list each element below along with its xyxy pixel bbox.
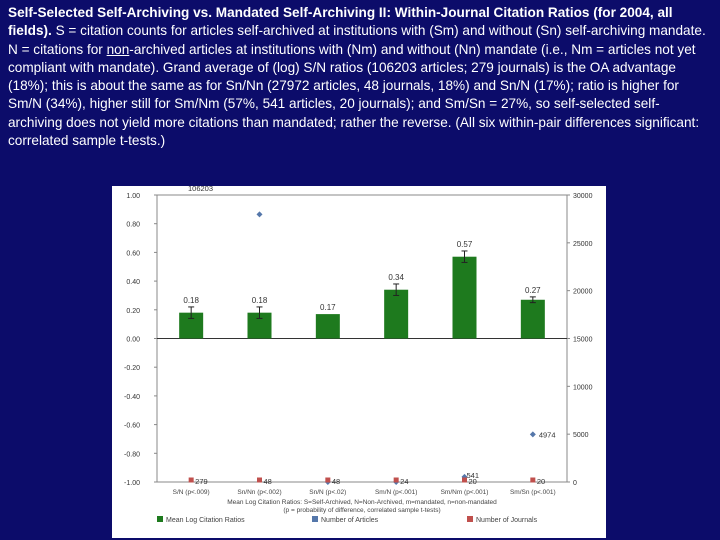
caption-text-part2: -archived articles at institutions with … <box>8 41 700 149</box>
journal-count-marker <box>462 477 467 483</box>
category-label: Sm/N (p<.001) <box>375 489 417 496</box>
ratio-data-label: 0.17 <box>320 303 336 312</box>
left-tick-label: -1.00 <box>124 480 140 487</box>
ratio-data-label: 0.18 <box>252 296 268 305</box>
right-tick-label: 25000 <box>573 241 593 248</box>
legend-swatch <box>467 516 473 522</box>
legend-label: Number of Articles <box>321 517 379 524</box>
right-tick-label: 20000 <box>573 289 593 296</box>
ratio-data-label: 0.34 <box>388 273 404 282</box>
article-count-label: 106203 <box>188 186 213 193</box>
right-tick-label: 0 <box>573 480 577 487</box>
caption-text-part1: S = citation counts for articles self-ar… <box>8 23 706 57</box>
journal-count-label: 24 <box>400 477 408 486</box>
journal-count-marker <box>393 477 399 483</box>
right-tick-label: 10000 <box>573 384 593 391</box>
ratio-bar <box>452 256 477 339</box>
journal-count-marker <box>325 477 331 483</box>
category-label: Sn/N (p<.02) <box>309 489 346 496</box>
journal-count-label: 279 <box>195 477 208 486</box>
ratio-data-label: 0.57 <box>457 240 473 249</box>
ratio-data-label: 0.27 <box>525 286 541 295</box>
journal-count-label: 20 <box>537 477 545 486</box>
caption-underlined-word: non <box>106 41 130 57</box>
article-count-label: 541 <box>467 471 480 480</box>
category-label: Sm/Sn (p<.001) <box>510 489 556 496</box>
left-tick-label: -0.20 <box>124 365 140 372</box>
left-tick-label: 0.80 <box>126 222 140 229</box>
category-label: Sm/Nm (p<.001) <box>441 489 489 496</box>
ratio-bar <box>520 299 545 339</box>
left-tick-label: 0.60 <box>126 250 140 257</box>
article-count-marker <box>256 211 263 218</box>
legend-swatch <box>312 516 318 522</box>
ratio-bar <box>315 314 340 339</box>
ratio-data-label: 0.18 <box>183 296 199 305</box>
article-count-marker <box>529 431 536 438</box>
caption-title: Self-Selected Self-Archiving vs. Mandate… <box>8 5 673 39</box>
x-axis-subtitle: (p = probability of difference, correlat… <box>283 507 440 514</box>
citation-ratio-chart: 1.00 0.80 0.60 0.40 0.20 0.00 -0.20 -0.40 -0.60 -… <box>124 186 593 524</box>
left-tick-label: 0.20 <box>126 308 140 315</box>
legend-swatch <box>157 516 163 522</box>
right-tick-label: 15000 <box>573 337 593 344</box>
journal-count-label: 20 <box>469 477 477 486</box>
left-tick-label: 0.00 <box>126 337 140 344</box>
category-label: Sn/Nn (p<.002) <box>237 489 281 496</box>
right-tick-label: 30000 <box>573 193 593 200</box>
journal-count-label: 48 <box>332 477 340 486</box>
left-tick-label: -0.60 <box>124 423 140 430</box>
journal-count-marker <box>257 477 262 483</box>
legend-label: Number of Journals <box>476 517 538 524</box>
chart-caption: Self-Selected Self-Archiving vs. Mandate… <box>8 4 714 150</box>
left-tick-label: 1.00 <box>126 193 140 200</box>
journal-count-marker <box>530 477 536 483</box>
journal-count-marker <box>188 477 194 483</box>
right-tick-label: 5000 <box>573 432 589 439</box>
legend-label: Mean Log Citation Ratios <box>166 517 245 524</box>
left-tick-label: -0.80 <box>124 451 140 458</box>
left-tick-label: 0.40 <box>126 279 140 286</box>
left-tick-label: -0.40 <box>124 394 140 401</box>
journal-count-label: 48 <box>264 477 272 486</box>
x-axis-title: Mean Log Citation Ratios: S=Self-Archive… <box>227 499 497 506</box>
category-label: S/N (p<.009) <box>173 489 210 496</box>
chart-panel: 1.00 0.80 0.60 0.40 0.20 0.00 -0.20 -0.40 -0.60 -… <box>112 186 606 538</box>
ratio-bar <box>384 289 409 339</box>
article-count-label: 4974 <box>539 430 556 439</box>
